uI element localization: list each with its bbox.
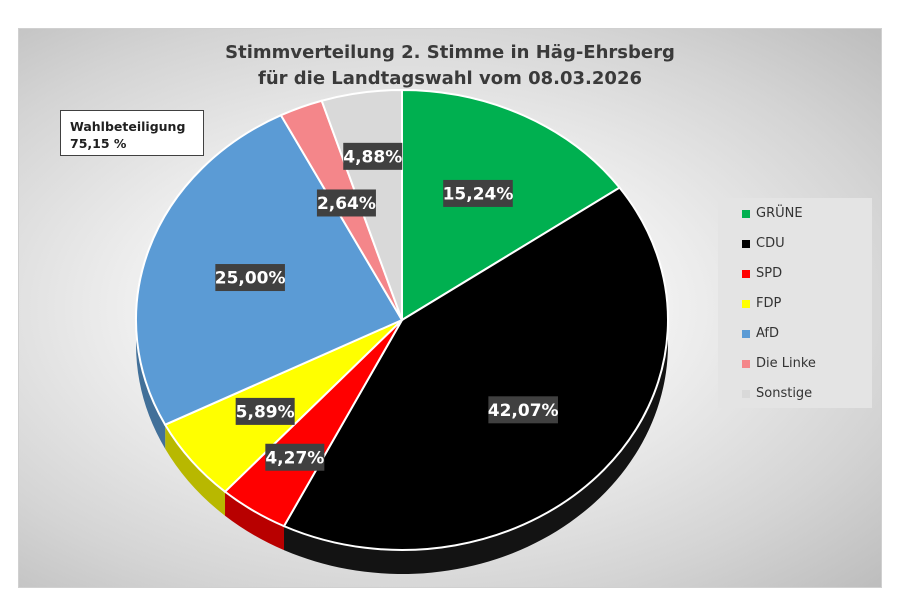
legend-item-spd: SPD [742, 264, 783, 284]
pie-slice-cdu [282, 186, 669, 551]
legend-label-sonstige: Sonstige [756, 386, 813, 401]
turnout-label: Wahlbeteiligung [70, 119, 186, 134]
legend-label-die-linke: Die Linke [756, 356, 816, 371]
legend-label-gruene: GRÜNE [756, 206, 803, 221]
legend-item-afd: AfD [742, 324, 780, 344]
data-label-bg-spd [265, 443, 325, 471]
data-label-text-spd: 4,27% [265, 448, 324, 468]
data-label-text-die-linke: 2,64% [317, 194, 376, 214]
legend-swatch-spd [742, 270, 750, 278]
legend-item-fdp: FDP [742, 294, 782, 314]
turnout-value: 75,15 % [70, 136, 127, 151]
data-label-text-fdp: 5,89% [236, 402, 295, 422]
legend-swatch-cdu [742, 240, 750, 248]
legend-swatch-gruene [742, 210, 750, 218]
pie-side-afd [136, 320, 166, 449]
chart-title: Stimmverteilung 2. Stimme in Häg-Ehrsber… [0, 40, 900, 92]
legend: GRÜNE CDU SPD FDP AfD Die Linke Sonstige [718, 198, 872, 408]
legend-swatch-fdp [742, 300, 750, 308]
data-label-fdp: 5,89% [235, 397, 295, 425]
legend-item-die-linke: Die Linke [742, 354, 816, 374]
data-label-bg-gruene [443, 179, 513, 207]
legend-item-sonstige: Sonstige [742, 384, 813, 404]
chart-title-line-2: für die Landtagswahl vom 08.03.2026 [257, 68, 642, 89]
data-label-afd: 25,00% [215, 264, 286, 292]
legend-swatch-afd [742, 330, 750, 338]
legend-label-spd: SPD [756, 266, 783, 281]
legend-label-afd: AfD [756, 326, 780, 341]
legend-label-fdp: FDP [756, 296, 782, 311]
legend-label-cdu: CDU [756, 236, 785, 251]
data-label-bg-cdu [488, 396, 558, 424]
data-label-sonstige: 4,88% [343, 142, 403, 170]
data-label-bg-fdp [235, 397, 295, 425]
pie-side-cdu [283, 320, 668, 575]
turnout-annotation: Wahlbeteiligung 75,15 % [60, 110, 204, 156]
chart-title-line-1: Stimmverteilung 2. Stimme in Häg-Ehrsber… [225, 42, 675, 63]
data-label-bg-die-linke [316, 189, 376, 217]
legend-swatch-die-linke [742, 360, 750, 368]
data-label-text-cdu: 42,07% [488, 401, 559, 421]
data-label-gruene: 15,24% [443, 179, 514, 207]
data-label-text-gruene: 15,24% [443, 184, 514, 204]
data-label-spd: 4,27% [265, 443, 325, 471]
data-label-text-sonstige: 4,88% [343, 147, 402, 167]
data-label-bg-sonstige [343, 142, 403, 170]
legend-item-gruene: GRÜNE [742, 204, 803, 224]
data-label-text-afd: 25,00% [215, 269, 286, 289]
legend-item-cdu: CDU [742, 234, 785, 254]
data-label-cdu: 42,07% [488, 396, 559, 424]
data-label-bg-afd [215, 264, 285, 292]
data-label-die-linke: 2,64% [316, 189, 376, 217]
pie-side-spd [225, 491, 284, 551]
legend-swatch-sonstige [742, 390, 750, 398]
pie-labels-layer: 15,24% 42,07% 4,27% 5,89% 25,00% 2,64% 4,88% [215, 142, 559, 471]
